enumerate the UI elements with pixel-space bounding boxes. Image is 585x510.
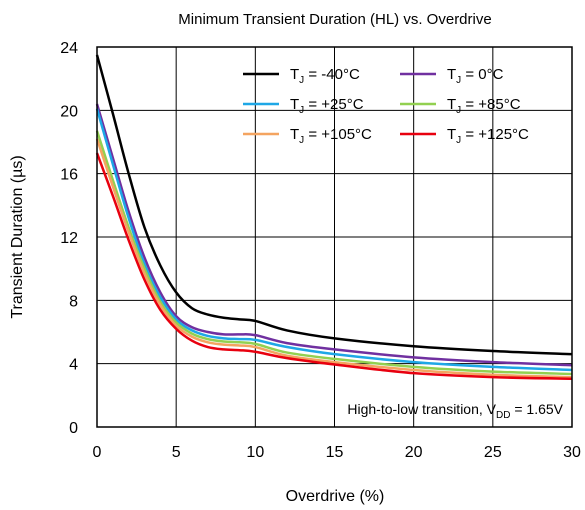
- legend-label: TJ = +25°C: [290, 96, 364, 116]
- x-tick-label: 20: [405, 444, 423, 461]
- annotation-suffix: = 1.65V: [510, 401, 563, 417]
- legend-label: TJ = -40°C: [290, 66, 360, 86]
- x-tick-label: 10: [246, 444, 264, 461]
- y-tick-label: 12: [60, 230, 78, 247]
- series-layer: [95, 54, 573, 380]
- legend-label: TJ = +85°C: [447, 96, 521, 116]
- series-line: [95, 138, 573, 379]
- x-tick-label: 25: [484, 444, 502, 461]
- legend-label: TJ = +125°C: [447, 126, 529, 146]
- legend-item: TJ = 0°C: [400, 66, 504, 86]
- x-tick-labels: 0 5 10 15 20 25 30: [93, 444, 581, 461]
- y-tick-label: 8: [69, 293, 78, 310]
- legend-item: TJ = +105°C: [243, 126, 372, 146]
- y-tick-label: 24: [60, 40, 78, 57]
- series-line: [95, 103, 573, 367]
- legend-item: TJ = +125°C: [400, 126, 529, 146]
- legend-item: TJ = +85°C: [400, 96, 521, 116]
- plot-frame: [96, 46, 573, 428]
- x-tick-label: 15: [326, 444, 344, 461]
- series-line: [95, 152, 573, 380]
- annotation-prefix: High-to-low transition, V: [347, 401, 496, 417]
- x-tick-label: 0: [93, 444, 102, 461]
- series-line: [95, 54, 573, 356]
- y-axis-label: Transient Duration (µs): [9, 155, 26, 318]
- x-axis-label: Overdrive (%): [286, 488, 385, 505]
- y-tick-label: 16: [60, 167, 78, 184]
- annotation: High-to-low transition, VDD = 1.65V: [347, 401, 563, 421]
- y-tick-label: 4: [69, 357, 78, 374]
- y-tick-labels: 0 4 8 12 16 20 24: [60, 40, 78, 437]
- x-tick-label: 30: [563, 444, 581, 461]
- legend-item: TJ = -40°C: [243, 66, 360, 86]
- legend: TJ = -40°C TJ = 0°C TJ = +25°C TJ = +85°C TJ…: [243, 66, 529, 146]
- y-tick-label: 0: [69, 420, 78, 437]
- legend-item: TJ = +25°C: [243, 96, 364, 116]
- x-tick-label: 5: [172, 444, 181, 461]
- legend-label: TJ = 0°C: [447, 66, 504, 86]
- legend-label: TJ = +105°C: [290, 126, 372, 146]
- series-line: [95, 130, 573, 376]
- series-line: [95, 108, 573, 372]
- y-tick-label: 20: [60, 103, 78, 120]
- annotation-subscript: DD: [496, 410, 510, 421]
- chart-title: Minimum Transient Duration (HL) vs. Over…: [178, 11, 491, 28]
